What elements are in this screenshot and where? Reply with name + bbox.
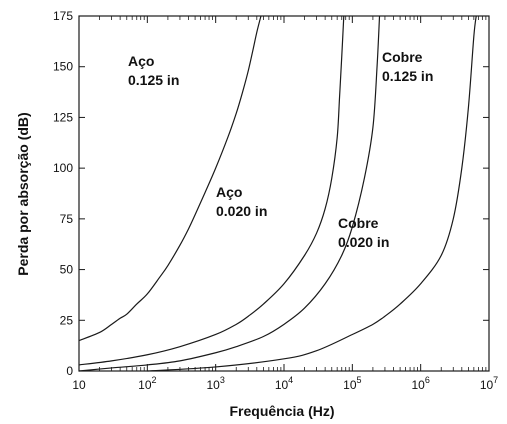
curve-aco-0125 <box>78 15 262 342</box>
x-tick-label: 10 <box>72 378 86 392</box>
y-tick-label: 175 <box>53 9 73 23</box>
curve-labels-layer: Aço 0.125 in Aço 0.020 in Cobre 0.125 in Cobre… <box>128 49 433 250</box>
x-tick-label: 107 <box>480 375 498 392</box>
y-tick-label: 75 <box>60 212 74 226</box>
x-tick-label: 103 <box>206 375 224 392</box>
y-tick-label: 25 <box>60 313 74 327</box>
y-tick-label: 100 <box>53 161 73 175</box>
x-axis-title: Frequência (Hz) <box>229 403 334 419</box>
x-tick-label: 106 <box>411 375 429 392</box>
x-tick-label: 105 <box>343 375 361 392</box>
x-tick-label: 104 <box>275 375 293 392</box>
curve-label: Cobre 0.020 in <box>338 215 389 250</box>
y-tick-label: 0 <box>66 364 73 378</box>
curve-label: Aço 0.020 in <box>216 184 267 219</box>
curve-label: Cobre 0.125 in <box>382 49 433 84</box>
curve-cobre-0020 <box>147 15 477 372</box>
x-tick-label: 102 <box>138 375 156 392</box>
curve-label: Aço 0.125 in <box>128 53 179 88</box>
curves-layer <box>78 15 477 372</box>
ticks-layer: 0 25 50 75 100 125 150 175 10 102 103 104 105 106 107 <box>53 9 498 392</box>
curve-aco-0020 <box>78 15 345 366</box>
y-axis-title: Perda por absorção (dB) <box>15 112 31 275</box>
y-tick-label: 150 <box>53 60 73 74</box>
curve-cobre-0125 <box>78 15 381 372</box>
y-tick-label: 50 <box>60 263 74 277</box>
y-tick-label: 125 <box>53 110 73 124</box>
